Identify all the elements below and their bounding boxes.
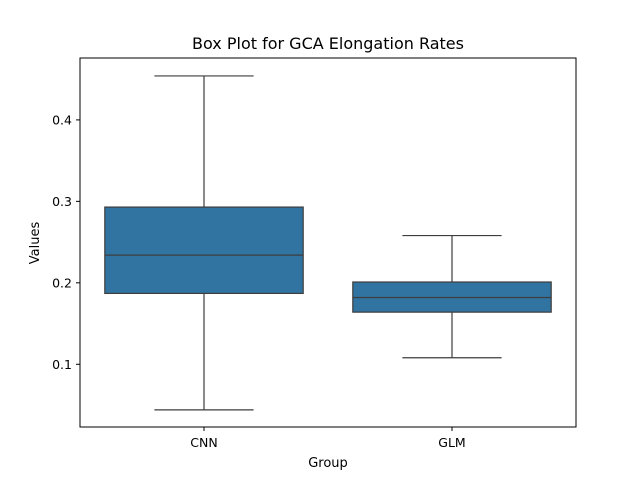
box-group bbox=[104, 75, 552, 411]
x-axis-ticks: CNN GLM bbox=[190, 427, 466, 450]
plot-frame bbox=[79, 57, 577, 428]
box-cnn bbox=[104, 75, 304, 411]
y-tick-label: 0.1 bbox=[52, 357, 72, 372]
x-tick-label: GLM bbox=[438, 435, 465, 450]
x-axis-label: Group bbox=[308, 456, 348, 471]
iqr-box bbox=[104, 206, 304, 295]
y-tick-label: 0.2 bbox=[52, 275, 72, 290]
y-tick-label: 0.3 bbox=[52, 194, 72, 209]
box-glm bbox=[352, 234, 552, 359]
chart-title: Box Plot for GCA Elongation Rates bbox=[192, 34, 464, 53]
x-tick-label: CNN bbox=[190, 435, 217, 450]
y-tick-label: 0.4 bbox=[52, 112, 72, 127]
y-axis-label: Values bbox=[28, 222, 43, 265]
y-axis-ticks: 0.1 0.2 0.3 0.4 bbox=[52, 112, 80, 372]
